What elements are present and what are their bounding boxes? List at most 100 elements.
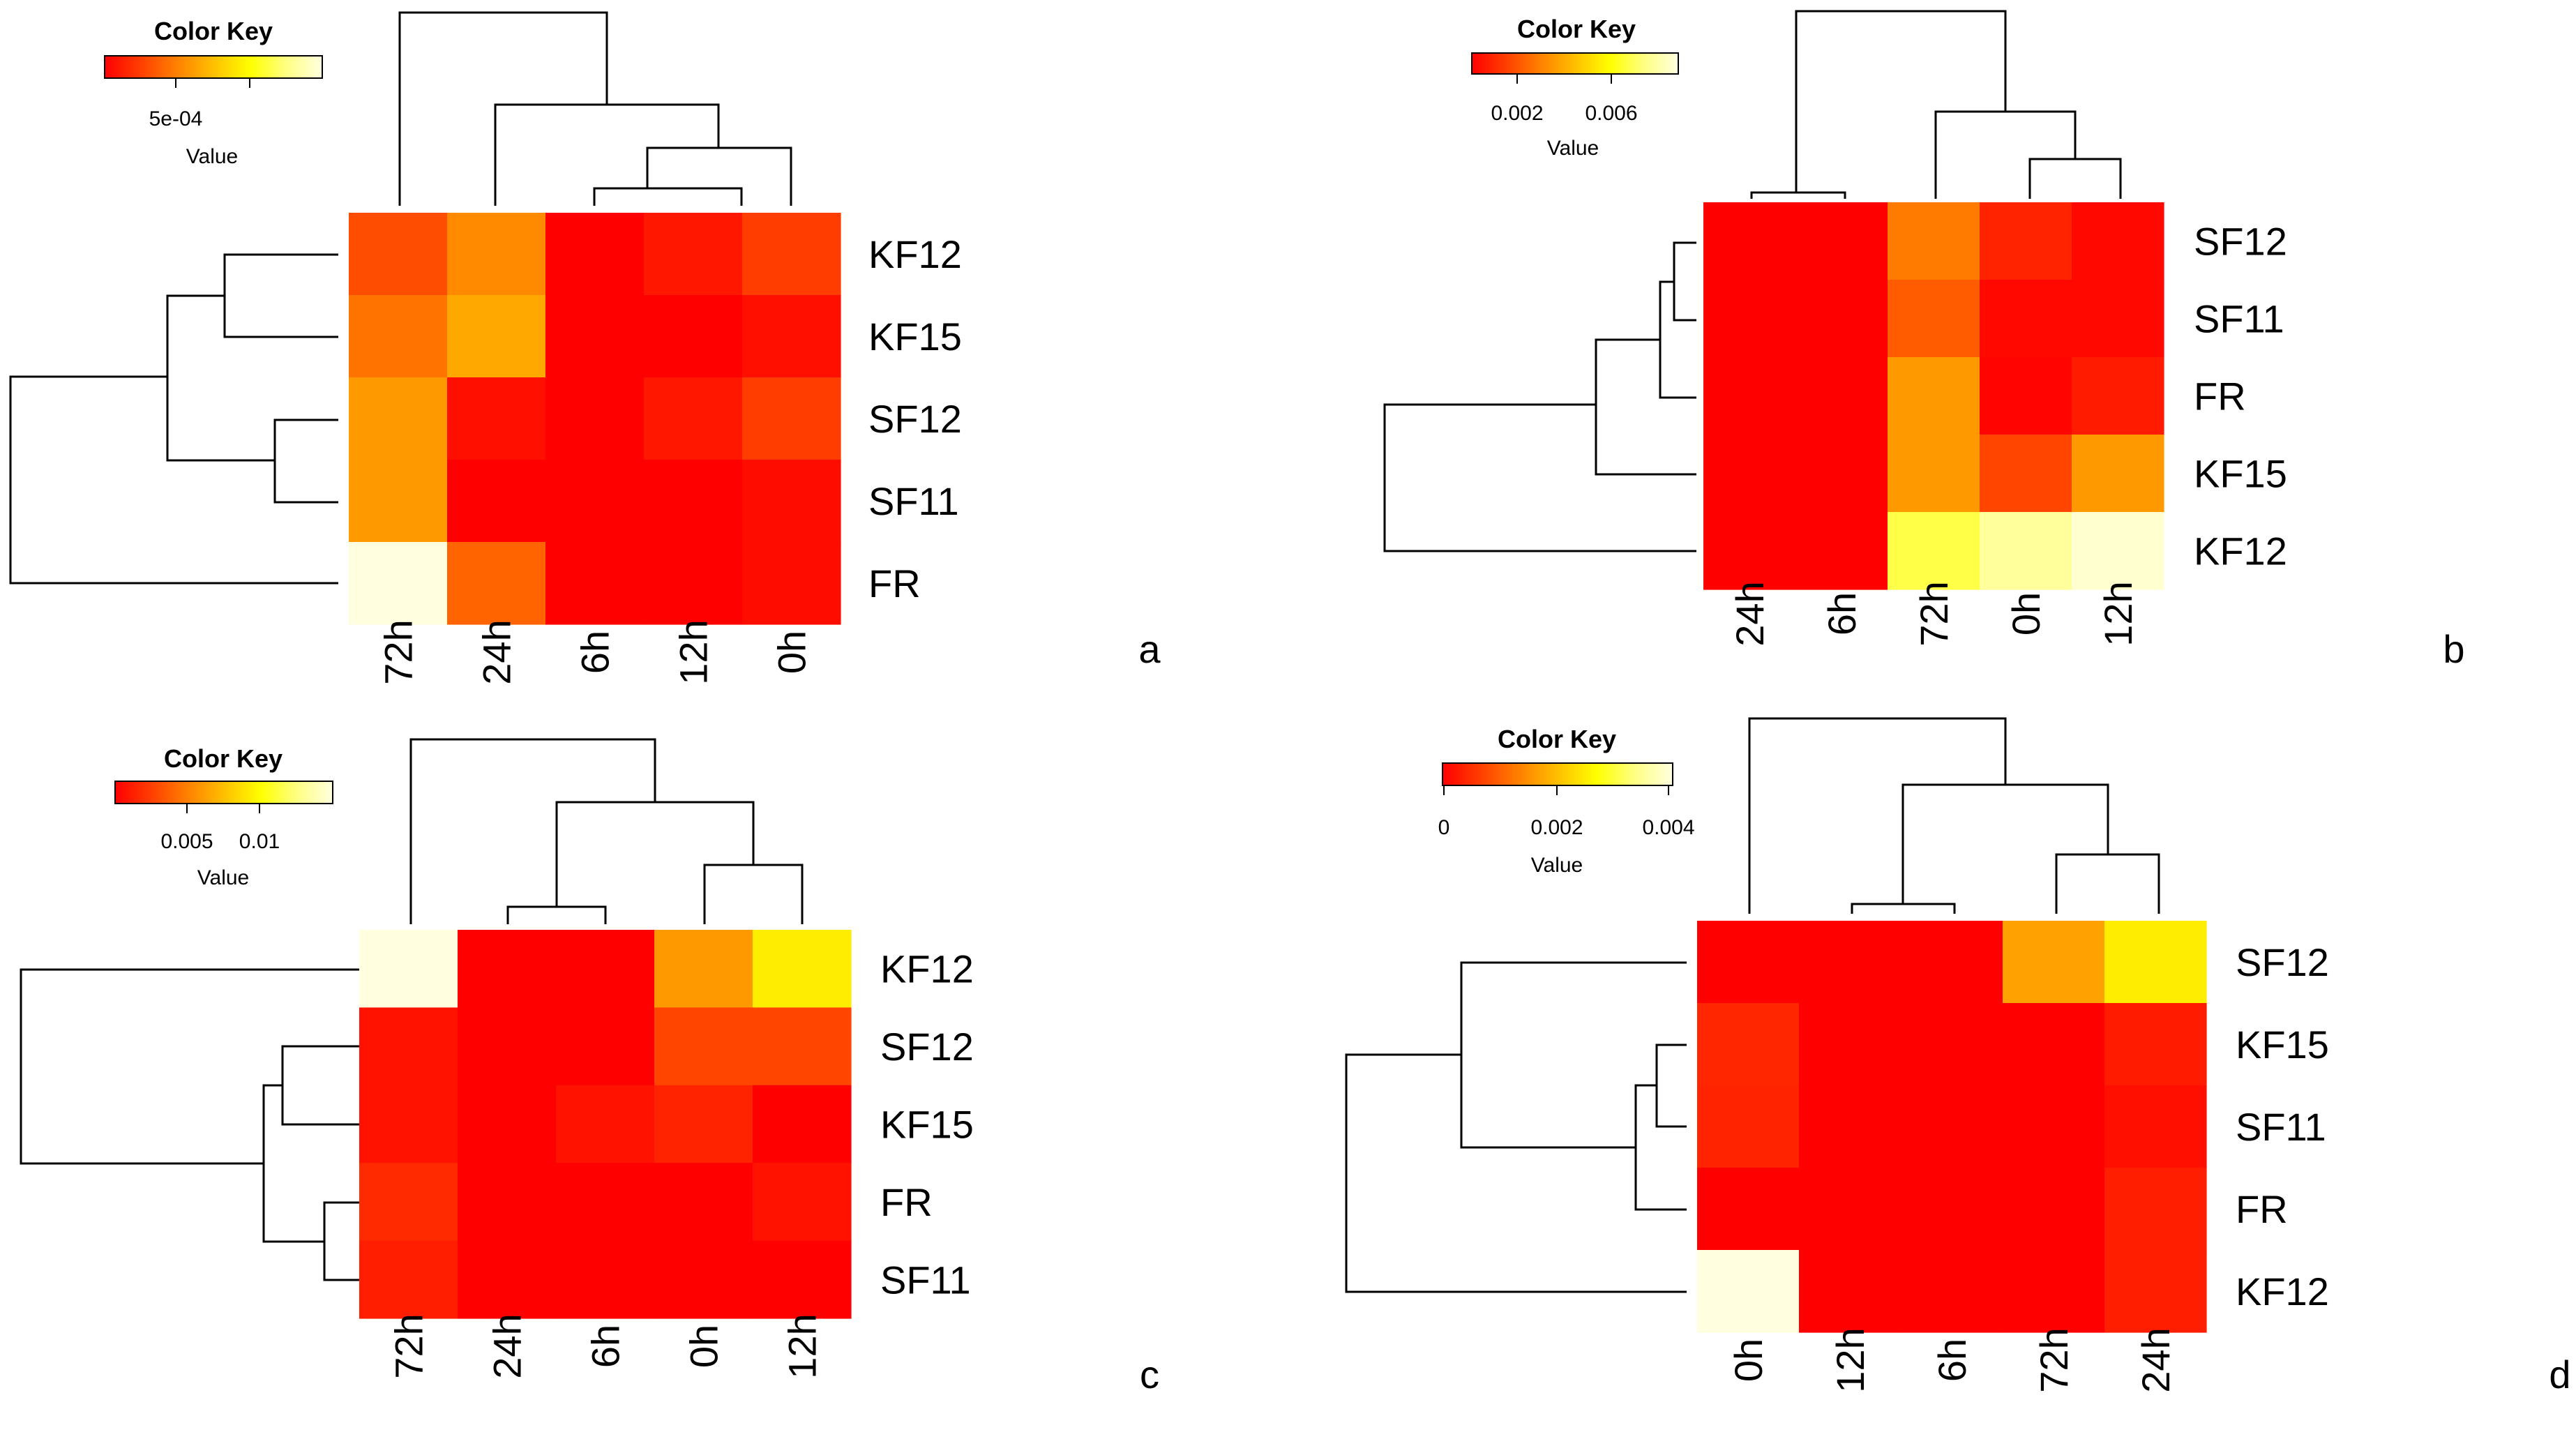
color-key-value-label-a: Value (186, 145, 239, 168)
column-label-b-3: 72h (1912, 581, 1956, 646)
column-label-a-1: 72h (377, 619, 421, 684)
heatmap-cell-d-SF12-72h (2003, 921, 2105, 1004)
column-dendrogram-b-branches (1750, 10, 2122, 199)
row-label-c-2: SF12 (880, 1025, 974, 1069)
heatmap-a: KF12 KF15 SF12 SF11 FR 72h 24h 6h 12h 0h (349, 213, 962, 685)
heatmap-cell-d-KF15-6h (1901, 1003, 2003, 1086)
heatmap-cell-b-KF15-6h (1795, 435, 1888, 513)
heatmap-cell-d-KF12-6h (1901, 1250, 2003, 1333)
heatmap-cell-d-KF15-12h (1799, 1003, 1901, 1086)
row-label-d-2: KF15 (2236, 1023, 2329, 1067)
color-key-tick-d-2: 0.002 (1530, 816, 1583, 839)
heatmap-cell-a-FR-72h (349, 542, 448, 625)
color-key-bar-c (114, 781, 333, 804)
heatmap-cell-c-SF12-72h (359, 1007, 458, 1086)
heatmap-cell-c-SF11-12h (753, 1240, 852, 1319)
heatmap-cell-a-KF12-24h (447, 213, 546, 296)
heatmap-cell-d-FR-12h (1799, 1168, 1901, 1251)
heatmap-cell-c-FR-72h (359, 1163, 458, 1242)
row-dendrogram-d-branches (1345, 961, 1687, 1293)
heatmap-cell-c-SF11-72h (359, 1240, 458, 1319)
column-label-b-4: 0h (2004, 592, 2048, 635)
heatmap-cell-b-FR-0h (1980, 357, 2072, 435)
column-label-c-5: 12h (781, 1313, 824, 1378)
heatmap-cell-c-KF12-6h (556, 930, 655, 1008)
heatmap-cell-a-SF12-6h (545, 377, 645, 460)
column-dendrogram-d (1748, 717, 2160, 914)
row-label-b-3: FR (2194, 375, 2246, 419)
heatmap-cell-d-SF11-0h (1697, 1085, 1800, 1168)
heatmap-cell-b-SF12-0h (1980, 202, 2072, 280)
row-label-d-3: SF11 (2236, 1105, 2326, 1149)
panel-b: Color Key 0.002 0.006 Value SF12 SF11 FR KF… (1383, 10, 2465, 671)
color-key-bar-d (1442, 762, 1673, 786)
heatmap-d: SF12 KF15 SF11 FR KF12 0h 12h 6h 72h 24h (1697, 921, 2329, 1393)
column-label-a-3: 6h (573, 631, 617, 674)
row-label-a-1: KF12 (868, 232, 962, 276)
row-dendrogram-a-branches (9, 253, 338, 585)
heatmap-cell-b-KF15-12h (2072, 435, 2164, 513)
column-dendrogram-c (409, 738, 804, 924)
color-key-c: Color Key 0.005 0.01 Value (114, 744, 333, 889)
color-key-value-label-c: Value (197, 866, 250, 889)
heatmap-cell-b-FR-12h (2072, 357, 2164, 435)
heatmap-cell-c-SF11-6h (556, 1240, 655, 1319)
column-dendrogram-b (1750, 10, 2122, 199)
panel-letter-c: c (1140, 1353, 1159, 1396)
column-label-d-2: 12h (1828, 1327, 1872, 1392)
heatmap-cell-a-SF11-72h (349, 460, 448, 543)
heatmap-cell-c-KF15-72h (359, 1085, 458, 1163)
panel-a: Color Key 5e-04 Value KF12 KF15 SF12 SF11 FR… (9, 11, 1161, 685)
heatmap-cell-d-KF12-24h (2104, 1250, 2207, 1333)
row-dendrogram-a (9, 253, 338, 585)
panel-letter-b: b (2443, 627, 2464, 671)
heatmap-cell-b-FR-72h (1888, 357, 1980, 435)
heatmap-cell-b-KF15-72h (1888, 435, 1980, 513)
heatmap-cell-a-SF11-24h (447, 460, 546, 543)
panel-c: Color Key 0.005 0.01 Value KF12 SF12 KF15 F… (20, 738, 1159, 1396)
color-key-value-label-d: Value (1531, 854, 1583, 877)
column-label-d-5: 24h (2134, 1327, 2178, 1392)
heatmap-cell-a-SF12-24h (447, 377, 546, 460)
heatmap-cell-c-KF15-0h (654, 1085, 753, 1163)
color-key-title-d: Color Key (1498, 725, 1616, 753)
heatmap-cell-a-SF11-0h (742, 460, 841, 543)
heatmap-cell-c-FR-24h (458, 1163, 557, 1242)
heatmap-cell-d-KF12-12h (1799, 1250, 1901, 1333)
heatmap-cell-c-FR-0h (654, 1163, 753, 1242)
column-dendrogram-a-branches (398, 11, 792, 206)
column-label-c-2: 24h (485, 1313, 529, 1378)
heatmap-cell-c-FR-6h (556, 1163, 655, 1242)
heatmap-cell-b-SF12-12h (2072, 202, 2164, 280)
column-label-d-1: 0h (1726, 1339, 1770, 1382)
heatmap-cell-d-SF12-6h (1901, 921, 2003, 1004)
color-key-d: Color Key 0 0.002 0.004 Value (1438, 725, 1695, 877)
column-label-c-1: 72h (387, 1313, 431, 1378)
color-key-tick-d-3: 0.004 (1642, 816, 1694, 839)
row-label-c-5: SF11 (880, 1258, 971, 1302)
heatmap-cell-a-KF15-0h (742, 295, 841, 378)
heatmap-cell-a-KF12-6h (545, 213, 645, 296)
heatmap-cell-c-SF11-24h (458, 1240, 557, 1319)
heatmap-cell-c-KF15-6h (556, 1085, 655, 1163)
heatmap-cell-d-FR-6h (1901, 1168, 2003, 1251)
heatmap-cell-c-SF12-0h (654, 1007, 753, 1086)
heatmap-cell-c-KF15-24h (458, 1085, 557, 1163)
heatmap-cell-a-SF12-72h (349, 377, 448, 460)
column-label-c-3: 6h (584, 1325, 628, 1368)
heatmap-cell-c-KF12-72h (359, 930, 458, 1008)
heatmap-cell-c-SF12-6h (556, 1007, 655, 1086)
color-key-b: Color Key 0.002 0.006 Value (1471, 15, 1679, 160)
column-dendrogram-a (398, 11, 792, 206)
heatmap-cell-b-SF11-24h (1703, 280, 1796, 358)
heatmap-cell-b-SF11-0h (1980, 280, 2072, 358)
heatmap-cell-a-KF12-0h (742, 213, 841, 296)
row-label-c-4: FR (880, 1180, 933, 1224)
heatmap-cell-d-SF11-72h (2003, 1085, 2105, 1168)
heatmap-cell-d-SF11-12h (1799, 1085, 1901, 1168)
panel-letter-d: d (2549, 1353, 2570, 1396)
color-key-value-label-b: Value (1547, 137, 1599, 160)
heatmap-cell-a-FR-24h (447, 542, 546, 625)
column-label-b-1: 24h (1728, 581, 1772, 646)
heatmap-cell-a-KF12-12h (644, 213, 743, 296)
